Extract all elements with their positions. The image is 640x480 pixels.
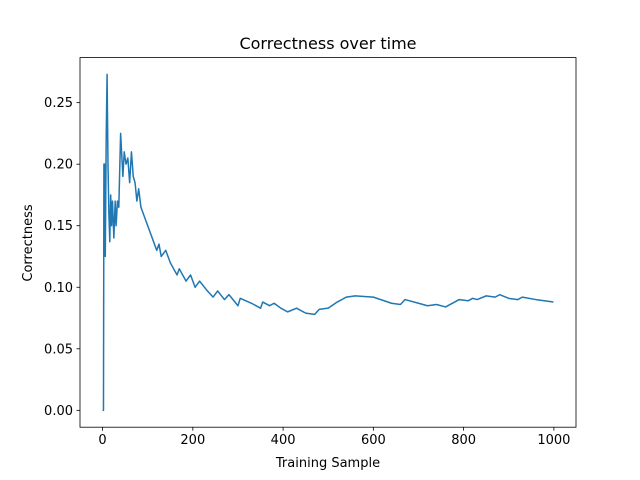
y-tick-label: 0.05 xyxy=(44,342,73,357)
chart-title: Correctness over time xyxy=(239,34,416,53)
x-tick-label: 0 xyxy=(98,433,106,448)
x-tick-label: 1000 xyxy=(537,433,570,448)
x-axis-label: Training Sample xyxy=(275,456,380,471)
y-tick-label: 0.25 xyxy=(44,96,73,111)
x-tick-label: 200 xyxy=(180,433,205,448)
y-tick-label: 0.15 xyxy=(44,219,73,234)
line xyxy=(102,73,554,412)
y-axis-label: Correctness xyxy=(21,204,36,281)
y-tick-label: 0.10 xyxy=(44,281,73,296)
y-tick-label: 0.00 xyxy=(44,404,73,419)
x-tick-label: 600 xyxy=(361,433,386,448)
plot-frame xyxy=(79,57,577,428)
x-tick-label: 800 xyxy=(451,433,476,448)
x-tick-label: 400 xyxy=(271,433,296,448)
y-tick-label: 0.20 xyxy=(44,158,73,173)
